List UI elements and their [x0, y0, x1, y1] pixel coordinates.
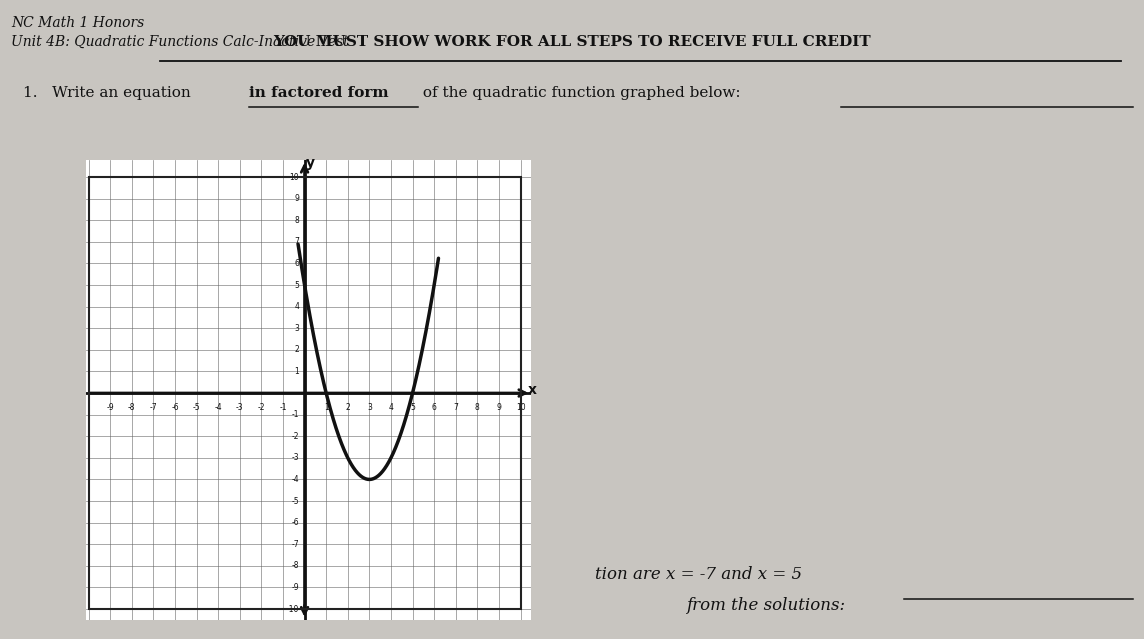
Text: -4: -4	[292, 475, 300, 484]
Text: -1: -1	[292, 410, 300, 419]
Text: 1: 1	[294, 367, 300, 376]
Text: y: y	[305, 156, 315, 170]
Text: -3: -3	[292, 453, 300, 463]
Text: -9: -9	[106, 403, 114, 412]
Text: 4: 4	[294, 302, 300, 311]
Text: -1: -1	[279, 403, 287, 412]
Text: YOU MUST SHOW WORK FOR ALL STEPS TO RECEIVE FULL CREDIT: YOU MUST SHOW WORK FOR ALL STEPS TO RECE…	[273, 35, 871, 49]
Text: 6: 6	[431, 403, 437, 412]
Text: -7: -7	[150, 403, 157, 412]
Text: -5: -5	[292, 497, 300, 505]
Text: 1.   Write an equation: 1. Write an equation	[23, 86, 196, 100]
Text: 2: 2	[294, 345, 300, 355]
Text: 7: 7	[453, 403, 459, 412]
Text: 1: 1	[324, 403, 328, 412]
Text: 10: 10	[289, 173, 300, 181]
Text: -7: -7	[292, 540, 300, 549]
Text: in factored form: in factored form	[249, 86, 389, 100]
Text: NC Math 1 Honors: NC Math 1 Honors	[11, 16, 144, 30]
Text: -6: -6	[172, 403, 178, 412]
Text: -2: -2	[292, 432, 300, 441]
Text: 9: 9	[294, 194, 300, 203]
Text: -8: -8	[292, 561, 300, 571]
Text: from the solutions:: from the solutions:	[686, 597, 845, 615]
Text: tion are x = -7 and x = 5: tion are x = -7 and x = 5	[595, 566, 802, 583]
Text: 3: 3	[367, 403, 372, 412]
Text: 5: 5	[410, 403, 415, 412]
Text: 9: 9	[496, 403, 501, 412]
Text: 5: 5	[294, 281, 300, 289]
Text: 2: 2	[345, 403, 350, 412]
Text: -5: -5	[192, 403, 200, 412]
Text: 8: 8	[294, 216, 300, 225]
Text: x: x	[527, 383, 537, 397]
Text: Unit 4B: Quadratic Functions Calc-Inactive Test: Unit 4B: Quadratic Functions Calc-Inacti…	[11, 35, 349, 49]
Text: -3: -3	[236, 403, 244, 412]
Text: -4: -4	[214, 403, 222, 412]
Text: -9: -9	[292, 583, 300, 592]
Text: 4: 4	[389, 403, 394, 412]
Text: of the quadratic function graphed below:: of the quadratic function graphed below:	[418, 86, 740, 100]
Text: 7: 7	[294, 237, 300, 246]
Text: -6: -6	[292, 518, 300, 527]
Text: -8: -8	[128, 403, 135, 412]
Text: -2: -2	[257, 403, 265, 412]
Text: 3: 3	[294, 324, 300, 333]
Text: 6: 6	[294, 259, 300, 268]
Text: 8: 8	[475, 403, 479, 412]
Text: 10: 10	[516, 403, 525, 412]
Text: -10: -10	[287, 604, 300, 613]
